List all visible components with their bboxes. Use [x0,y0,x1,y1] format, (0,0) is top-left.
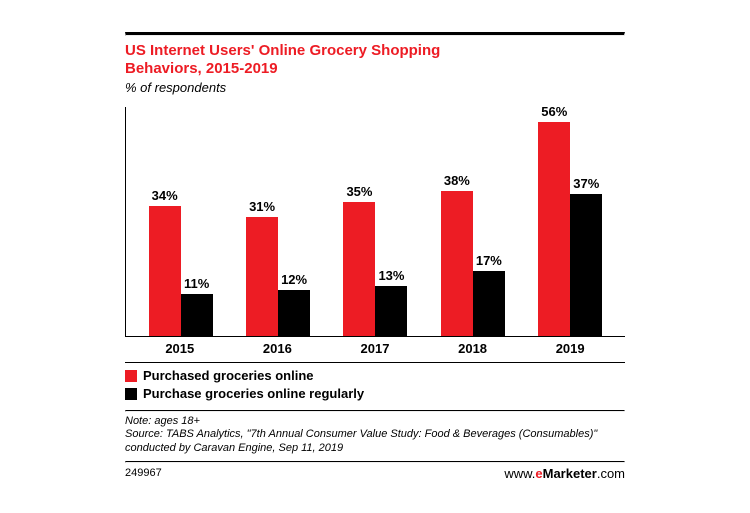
bar-value-label: 34% [152,188,178,203]
legend-swatch [125,370,137,382]
bar-value-label: 31% [249,199,275,214]
bar-group: 31%12% [246,217,310,336]
note-text: Note: ages 18+ [125,415,625,429]
bar: 13% [375,286,407,336]
bar: 38% [441,191,473,337]
chart-title: US Internet Users' Online Grocery Shoppi… [125,42,625,78]
bar-group: 35%13% [343,202,407,336]
brand-prefix: www. [504,466,535,481]
x-tick-label: 2017 [343,341,407,356]
bar: 12% [278,290,310,336]
bar: 31% [246,217,278,336]
brand-e: e [535,466,542,481]
title-line-2: Behaviors, 2015-2019 [125,60,278,77]
bar-group: 34%11% [149,206,213,336]
header: US Internet Users' Online Grocery Shoppi… [125,36,625,97]
figure-id: 249967 [125,467,162,479]
bar-value-label: 37% [573,176,599,191]
brand-suffix: .com [597,466,625,481]
bar: 37% [570,194,602,336]
legend-swatch [125,388,137,400]
x-tick-label: 2019 [538,341,602,356]
x-tick-label: 2016 [245,341,309,356]
chart-plot-area: 34%11%31%12%35%13%38%17%56%37% [125,107,625,337]
bar: 56% [538,122,570,337]
bar-value-label: 56% [541,104,567,119]
source-text: Source: TABS Analytics, "7th Annual Cons… [125,428,625,456]
legend: Purchased groceries online Purchase groc… [125,363,625,409]
legend-item: Purchase groceries online regularly [125,385,625,403]
bar-value-label: 13% [378,268,404,283]
bar-value-label: 17% [476,253,502,268]
brand-marketer: Marketer [543,466,597,481]
bar: 34% [149,206,181,336]
notes: Note: ages 18+ Source: TABS Analytics, "… [125,412,625,461]
bar-value-label: 12% [281,272,307,287]
legend-item: Purchased groceries online [125,367,625,385]
x-tick-label: 2018 [441,341,505,356]
bar: 17% [473,271,505,336]
bar-group: 56%37% [538,122,602,337]
legend-label: Purchase groceries online regularly [143,385,364,403]
bar-value-label: 38% [444,173,470,188]
bar-group: 38%17% [441,191,505,337]
chart-card: US Internet Users' Online Grocery Shoppi… [125,32,625,481]
legend-label: Purchased groceries online [143,367,314,385]
title-line-1: US Internet Users' Online Grocery Shoppi… [125,42,440,59]
footer: 249967 www.eMarketer.com [125,463,625,481]
bar: 35% [343,202,375,336]
x-axis: 2015 2016 2017 2018 2019 [125,337,625,363]
brand-logo: www.eMarketer.com [504,466,625,481]
bar: 11% [181,294,213,336]
bar-value-label: 11% [184,276,209,291]
chart-subtitle: % of respondents [125,80,625,95]
bar-value-label: 35% [346,184,372,199]
x-tick-label: 2015 [148,341,212,356]
